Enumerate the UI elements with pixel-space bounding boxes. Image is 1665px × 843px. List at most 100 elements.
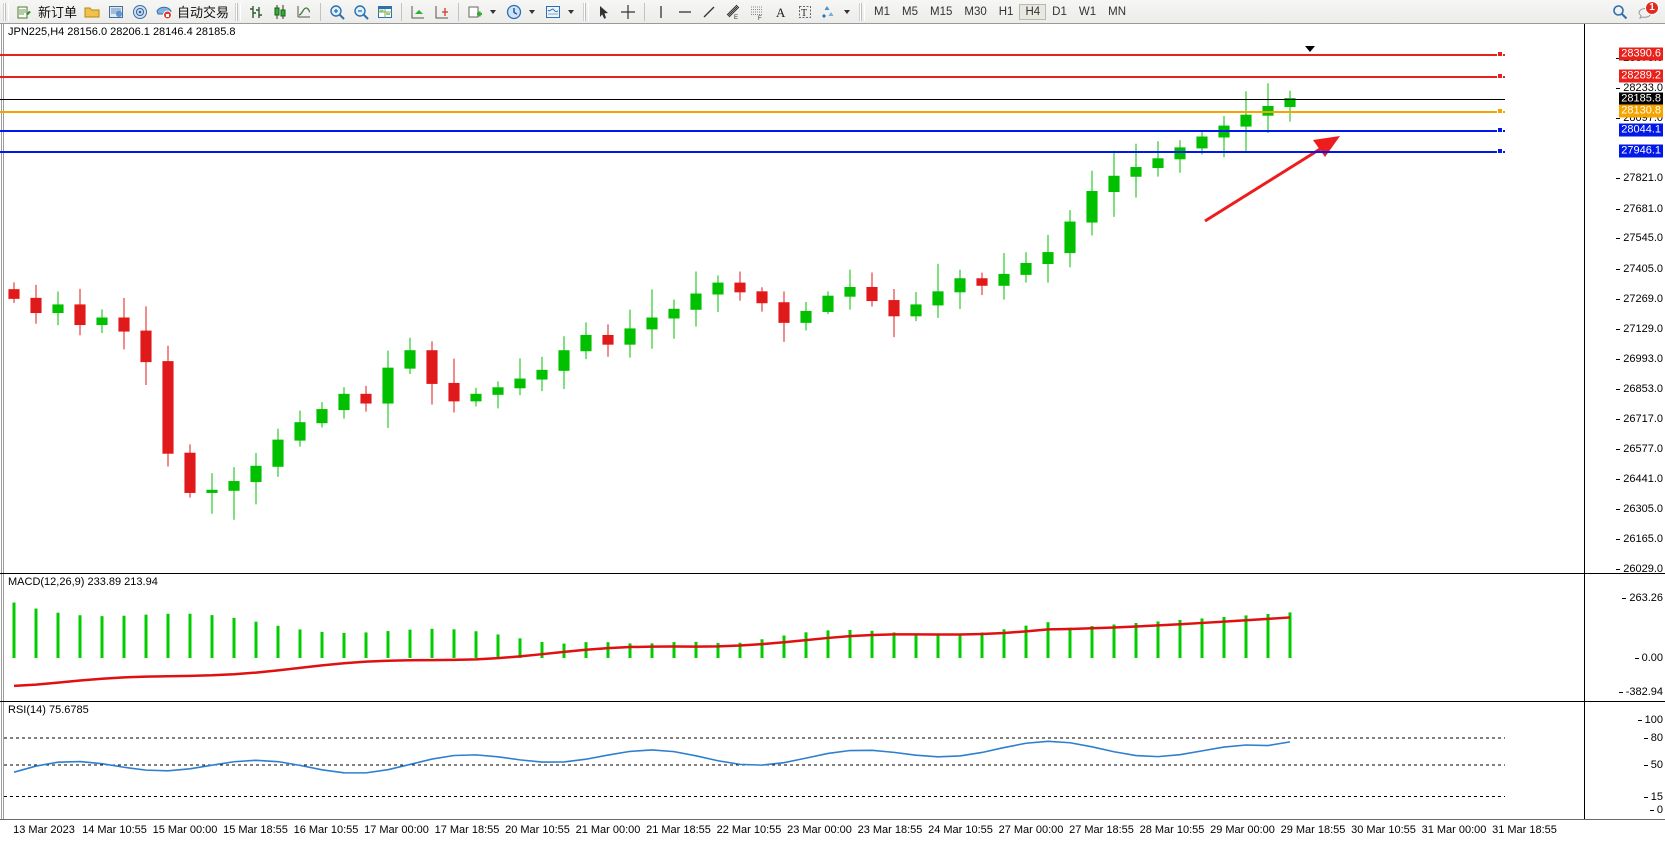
level-line-28289-price-label[interactable]: 28289.2 (1619, 69, 1663, 83)
macd-histogram-bar (254, 621, 258, 658)
zoom-in-button[interactable] (325, 1, 349, 23)
rsi-tick-0: 0 (1649, 804, 1663, 816)
fibonacci-icon: F (751, 6, 763, 21)
level-line-28130[interactable] (0, 110, 1505, 113)
line-chart-button[interactable] (292, 1, 316, 23)
price-tick-28233-0: 28233.0 (1616, 82, 1663, 95)
timeframe-mn[interactable]: MN (1108, 5, 1126, 18)
level-line-28390-handle[interactable] (1497, 51, 1503, 57)
price-pane[interactable]: JPN225,H4 28156.0 28206.1 28146.4 28185.… (0, 24, 1665, 575)
chevron-down-icon[interactable] (490, 9, 497, 14)
chart-header-label: JPN225,H4 28156.0 28206.1 28146.4 28185.… (8, 26, 236, 38)
auto-trading-label: 自动交易 (177, 5, 230, 20)
scroll-end-button[interactable] (406, 1, 430, 23)
chevron-down-icon-3[interactable] (568, 9, 575, 14)
toolbar-grip-4[interactable] (859, 2, 866, 21)
candle-body (580, 334, 592, 352)
level-line-28130-handle[interactable] (1497, 107, 1503, 114)
chart-shift-marker[interactable] (1305, 46, 1315, 52)
fibonacci-button[interactable]: F (745, 1, 769, 23)
candle-body (1042, 252, 1054, 264)
timeframe-m5[interactable]: M5 (902, 5, 918, 18)
chart-shift-button[interactable] (430, 1, 454, 23)
last-price-label-price-label[interactable]: 28185.8 (1619, 92, 1663, 106)
period-button[interactable] (502, 1, 541, 23)
level-line-27946-handle[interactable] (1497, 147, 1503, 154)
vline-button[interactable] (649, 1, 673, 23)
templates-button[interactable] (541, 1, 580, 23)
price-tick-26441-0: 26441.0 (1616, 473, 1663, 486)
level-line-28289[interactable] (0, 76, 1505, 79)
zoom-out-button[interactable] (349, 1, 373, 23)
grid-button[interactable] (373, 1, 397, 23)
level-line-27946-price-label[interactable]: 27946.1 (1619, 144, 1663, 158)
timeframe-h1[interactable]: H1 (998, 5, 1014, 18)
toolbar-grip-2[interactable] (235, 2, 242, 21)
add-indicator-button[interactable] (463, 1, 502, 23)
time-label: 30 Mar 10:55 (1351, 824, 1416, 836)
crosshair-button[interactable] (616, 1, 640, 23)
bar-chart-button[interactable] (244, 1, 268, 23)
add-indicator-icon (468, 6, 483, 17)
timeframe-d1[interactable]: D1 (1052, 5, 1067, 18)
trendline-button[interactable] (697, 1, 721, 23)
macd-histogram-bar (738, 642, 742, 658)
candle-body (404, 350, 416, 369)
candle-body (470, 393, 482, 402)
svg-text:A: A (776, 5, 786, 20)
candle-body (206, 489, 218, 493)
macd-pane[interactable]: MACD(12,26,9) 233.89 213.94 263.26 0.00 -3… (0, 573, 1665, 701)
timeframe-m1[interactable]: M1 (874, 5, 891, 18)
timeframe-group: M1 M5 M15 M30 H1 H4 D1 W1 MN (868, 3, 1132, 20)
auto-trading-button[interactable]: 自动交易 (152, 1, 232, 23)
level-line-28130-price-label[interactable]: 28130.8 (1619, 104, 1663, 118)
macd-histogram-bar (1288, 612, 1292, 658)
macd-histogram-bar (716, 643, 720, 658)
macd-histogram-bar (166, 613, 170, 658)
timeframe-m30[interactable]: M30 (964, 5, 987, 18)
signals-button[interactable] (128, 1, 152, 23)
level-line-28390[interactable] (0, 54, 1505, 56)
macd-histogram-bar (826, 630, 830, 658)
hline-button[interactable] (673, 1, 697, 23)
folder-button[interactable] (80, 1, 104, 23)
price-tick-26577-0: 26577.0 (1616, 443, 1663, 456)
equidistant-channel-button[interactable]: E (721, 1, 745, 23)
new-order-button[interactable]: 新订单 (12, 1, 80, 23)
level-line-28390-price-label[interactable]: 28390.6 (1619, 47, 1663, 61)
level-line-28044[interactable] (0, 129, 1505, 132)
text-button[interactable]: A (769, 1, 793, 23)
data-window-button[interactable] (104, 1, 128, 23)
level-line-28289-handle[interactable] (1497, 73, 1503, 80)
candle-body (184, 452, 196, 493)
rsi-pane[interactable]: RSI(14) 75.6785 100 80 50 15 0 (0, 701, 1665, 819)
main-toolbar: 新订单 自动交易 (0, 0, 1665, 24)
timeframe-w1[interactable]: W1 (1078, 5, 1097, 18)
time-axis[interactable]: 13 Mar 2023 14 Mar 10:55 15 Mar 00:00 15 Ma… (0, 819, 1665, 843)
level-line-28044-price-label[interactable]: 28044.1 (1619, 123, 1663, 137)
level-line-27946[interactable] (0, 150, 1505, 153)
text-label-button[interactable]: T (793, 1, 817, 23)
time-label: 27 Mar 18:55 (1069, 824, 1134, 836)
toolbar-grip-3[interactable] (583, 2, 590, 21)
timeframe-h4[interactable]: H4 (1019, 3, 1047, 20)
price-tick-27545-0: 27545.0 (1616, 232, 1663, 245)
chart-canvas[interactable]: JPN225,H4 28156.0 28206.1 28146.4 28185.… (0, 24, 1665, 843)
price-tick-26853-0: 26853.0 (1616, 383, 1663, 396)
candle-body (910, 304, 922, 317)
macd-histogram-bar (958, 634, 962, 658)
chevron-down-icon-2[interactable] (529, 9, 536, 14)
cursor-button[interactable] (592, 1, 616, 23)
search-icon[interactable] (1611, 3, 1629, 21)
cursor-icon (600, 5, 609, 19)
rsi-line (13, 740, 1291, 774)
notifications-button[interactable]: 1 (1637, 0, 1659, 21)
level-line-28044-handle[interactable] (1497, 126, 1503, 133)
macd-histogram-bar (980, 632, 984, 658)
timeframe-m15[interactable]: M15 (930, 5, 953, 18)
shapes-button[interactable] (817, 1, 856, 23)
chevron-down-icon-4[interactable] (844, 9, 851, 14)
toolbar-grip[interactable] (3, 2, 9, 21)
candlestick-chart-button[interactable] (268, 1, 292, 23)
macd-histogram-bar (1222, 616, 1226, 658)
